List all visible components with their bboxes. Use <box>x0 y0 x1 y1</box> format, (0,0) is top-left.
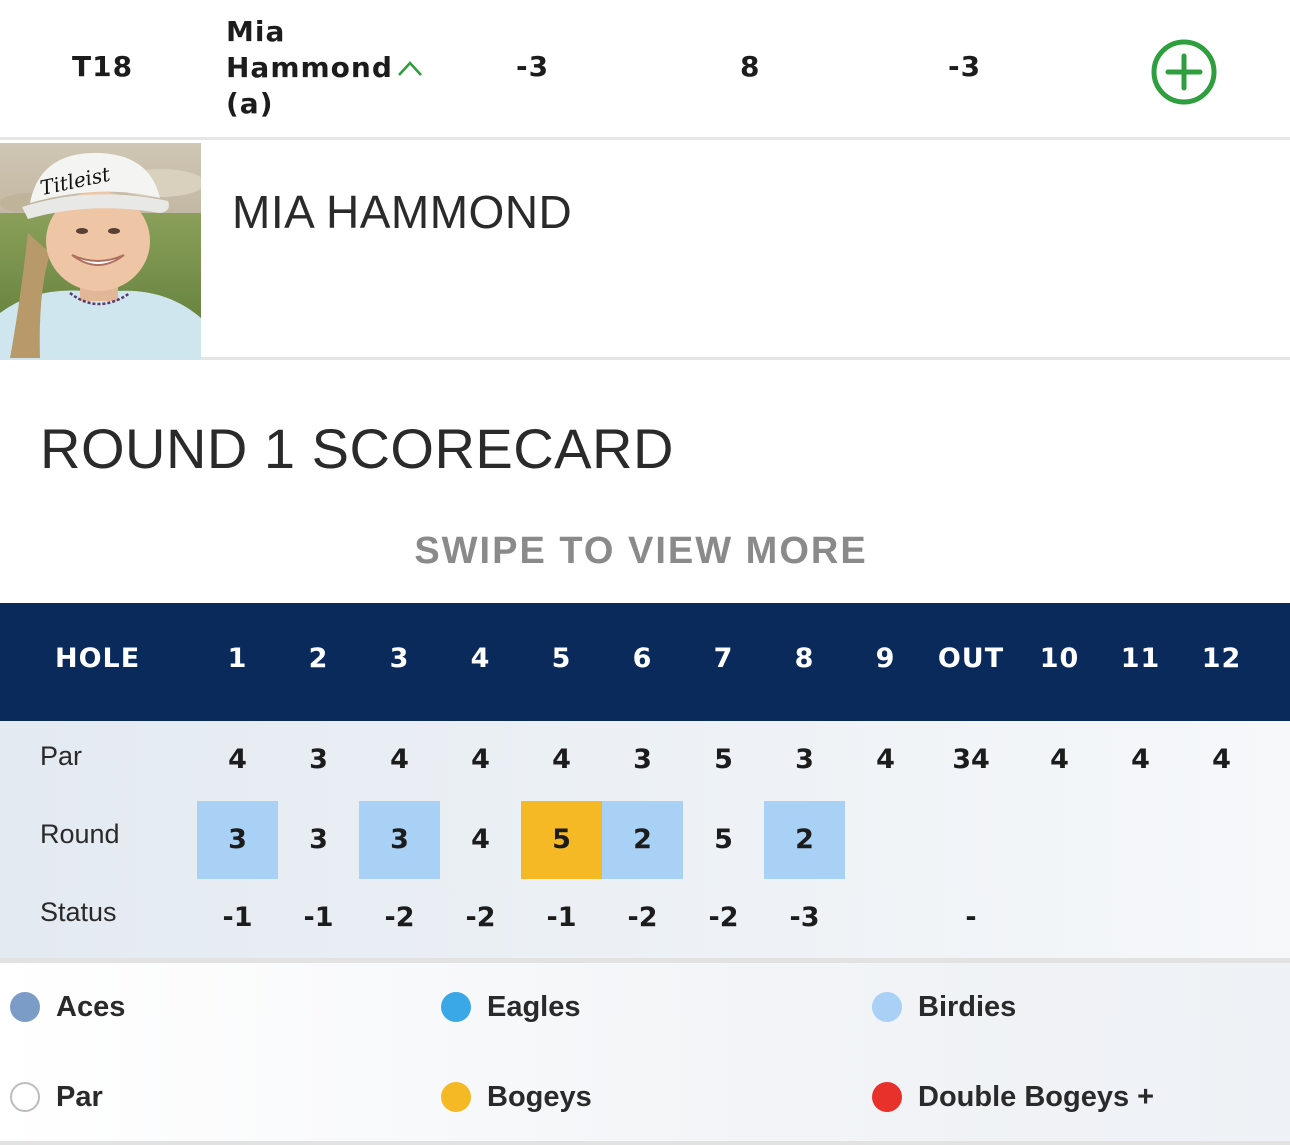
header-hole-4: 4 <box>470 643 491 674</box>
name-line-amateur: (a) <box>226 87 274 120</box>
to-par: -3 <box>516 50 550 83</box>
name-line-first: Mia <box>226 15 286 48</box>
header-hole-11: 11 <box>1120 643 1161 674</box>
header-hole-5: 5 <box>551 643 572 674</box>
legend-double-bogeys: Double Bogeys + <box>872 1077 1154 1117</box>
par-cell-1: 4 <box>228 744 247 775</box>
header-hole-7: 7 <box>713 643 734 674</box>
par-cell-out: 34 <box>952 744 990 775</box>
legend-eagles: Eagles <box>441 987 581 1027</box>
round-cell-8: 2 <box>764 801 845 879</box>
status-cell-4: -2 <box>465 902 496 933</box>
row-label-round: Round <box>40 819 120 849</box>
row-label-par: Par <box>40 741 83 771</box>
scorecard-header: HOLE 123456789OUT1011121 <box>0 603 1290 721</box>
row-label-status: Status <box>40 897 117 927</box>
header-hole-8: 8 <box>794 643 815 674</box>
score-legend: Aces Eagles Birdies Par Bogeys Double Bo… <box>0 963 1290 1145</box>
double-bogeys-dot-icon <box>872 1082 902 1112</box>
leaderboard-row[interactable]: T18 Mia Hammond (a) -3 8 -3 <box>0 0 1290 140</box>
legend-aces: Aces <box>10 987 125 1027</box>
scorecard-body: Par Round Status 4 3 4 4 4 3 5 3 4 34 4 4 4 3 3 3 4 5 2 5 2-… <box>0 721 1290 958</box>
status-cell-6: -2 <box>627 902 658 933</box>
par-cell-10: 4 <box>1050 744 1069 775</box>
legend-bogeys: Bogeys <box>441 1077 592 1117</box>
round-cell-2: 3 <box>309 824 328 855</box>
par-cell-12: 4 <box>1212 744 1231 775</box>
header-hole-out: OUT <box>937 643 1005 674</box>
status-cell-5: -1 <box>546 902 577 933</box>
eagles-dot-icon <box>441 992 471 1022</box>
header-hole-1: 1 <box>227 643 248 674</box>
header-hole-9: 9 <box>875 643 896 674</box>
status-cell-out: - <box>965 902 977 933</box>
status-cell-8: -3 <box>789 902 820 933</box>
position: T18 <box>72 50 134 83</box>
status-cell-2: -1 <box>303 902 334 933</box>
player-header: Titleist MIA HAMMOND <box>0 143 1290 360</box>
par-dot-icon <box>10 1082 40 1112</box>
player-full-name: MIA HAMMOND <box>232 186 573 238</box>
birdies-dot-icon <box>872 992 902 1022</box>
par-cell-7: 5 <box>714 744 733 775</box>
header-hole-label: HOLE <box>55 643 141 674</box>
par-cell-5: 4 <box>552 744 571 775</box>
player-name-link[interactable]: Mia Hammond (a) <box>226 14 393 122</box>
today-score: -3 <box>948 50 982 83</box>
header-hole-10: 10 <box>1039 643 1080 674</box>
par-cell-2: 3 <box>309 744 328 775</box>
round-cell-6: 2 <box>602 801 683 879</box>
header-hole-6: 6 <box>632 643 653 674</box>
bottom-divider <box>0 1141 1290 1145</box>
plus-circle-icon[interactable] <box>1150 38 1218 106</box>
round-cell-3: 3 <box>359 801 440 879</box>
header-hole-1: 1 <box>1262 643 1290 679</box>
divider <box>0 958 1290 963</box>
status-cell-7: -2 <box>708 902 739 933</box>
legend-par: Par <box>10 1077 103 1117</box>
header-hole-2: 2 <box>308 643 329 674</box>
player-photo: Titleist <box>0 143 201 360</box>
round-cell-1: 3 <box>197 801 278 879</box>
par-cell-3: 4 <box>390 744 409 775</box>
header-hole-3: 3 <box>389 643 410 674</box>
par-cell-9: 4 <box>876 744 895 775</box>
status-cell-3: -2 <box>384 902 415 933</box>
par-cell-11: 4 <box>1131 744 1150 775</box>
thru: 8 <box>740 50 760 83</box>
round-cell-5: 5 <box>521 801 602 879</box>
par-cell-4: 4 <box>471 744 490 775</box>
status-cell-1: -1 <box>222 902 253 933</box>
par-cell-6: 3 <box>633 744 652 775</box>
swipe-hint: SWIPE TO VIEW MORE <box>414 530 868 572</box>
round-cell-4: 4 <box>471 824 490 855</box>
par-cell-8: 3 <box>795 744 814 775</box>
scorecard-title: ROUND 1 SCORECARD <box>40 417 674 480</box>
name-line-last: Hammond <box>226 51 393 84</box>
bogeys-dot-icon <box>441 1082 471 1112</box>
header-hole-12: 12 <box>1201 643 1242 674</box>
legend-birdies: Birdies <box>872 987 1016 1027</box>
aces-dot-icon <box>10 992 40 1022</box>
chevron-up-icon[interactable] <box>396 58 424 78</box>
round-cell-7: 5 <box>714 824 733 855</box>
status-cell-9 <box>845 879 926 957</box>
scorecard-table[interactable]: HOLE 123456789OUT1011121 Par Round Statu… <box>0 603 1290 958</box>
